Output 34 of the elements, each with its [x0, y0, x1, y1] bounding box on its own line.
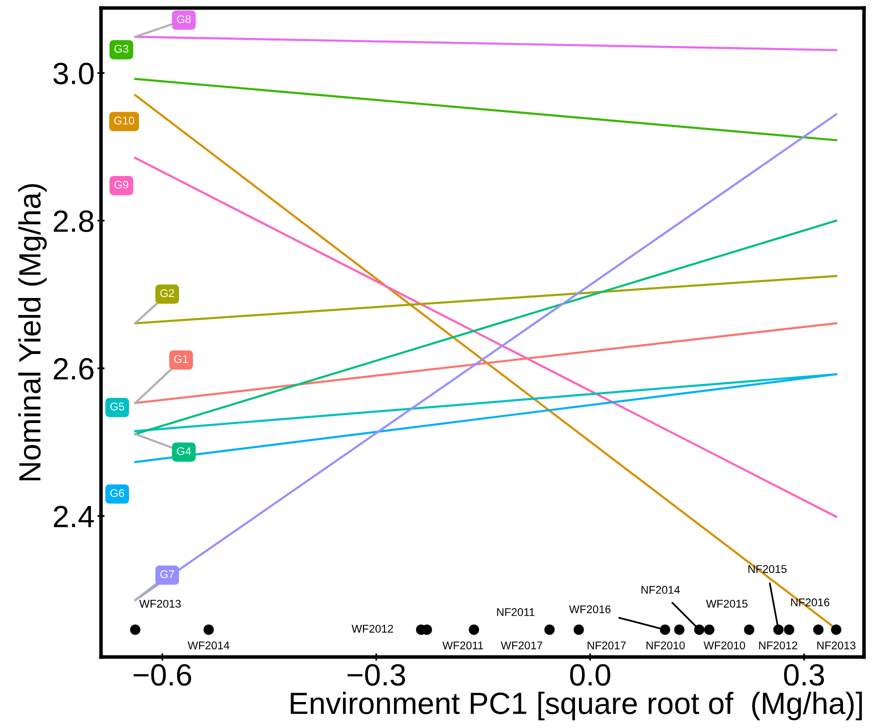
annotation: WF2014: [188, 641, 230, 650]
annotation: NF2014: [642, 586, 680, 594]
y-tick-label: 2.4: [54, 506, 94, 528]
y-tick-label: 2.6: [54, 358, 94, 380]
x-tick-label: 0.3: [784, 664, 824, 686]
text: G9: [114, 180, 128, 189]
series-label: G10: [114, 116, 134, 125]
x-axis-title: Environment PC1 [square root of (Mg/ha)]: [290, 692, 862, 720]
series-label: G8: [176, 15, 191, 24]
series-label: G7: [160, 570, 174, 578]
y-tick-label: 2.8: [54, 210, 94, 232]
annotation: WF2011: [442, 641, 484, 650]
annotation: NF2010: [646, 641, 685, 650]
x-tick-label: 0.0: [570, 664, 610, 686]
text: G2: [160, 289, 174, 298]
annotation: NF2012: [759, 641, 798, 650]
annotation: WF2017: [500, 641, 542, 650]
annotation: WF2013: [139, 600, 181, 608]
text: G3: [114, 44, 128, 53]
annotation: WF2015: [706, 600, 748, 608]
y-tick-label: 3.0: [53, 62, 94, 84]
text: G5: [110, 402, 124, 410]
text: G1: [174, 355, 188, 363]
annotation: NF2011: [497, 608, 534, 616]
x-tick-label: −0.3: [348, 664, 406, 686]
annotation: WF2012: [352, 624, 394, 633]
annotation: WF2010: [704, 641, 746, 650]
annotation: NF2013: [817, 641, 856, 650]
annotation: NF2017: [588, 641, 626, 650]
text: G4: [176, 447, 191, 456]
annotation: WF2016: [569, 605, 611, 614]
text: G6: [110, 489, 124, 498]
y-axis-title: Nominal Yield (Mg/ha): [18, 184, 47, 480]
x-tick-label: −0.6: [134, 664, 192, 686]
